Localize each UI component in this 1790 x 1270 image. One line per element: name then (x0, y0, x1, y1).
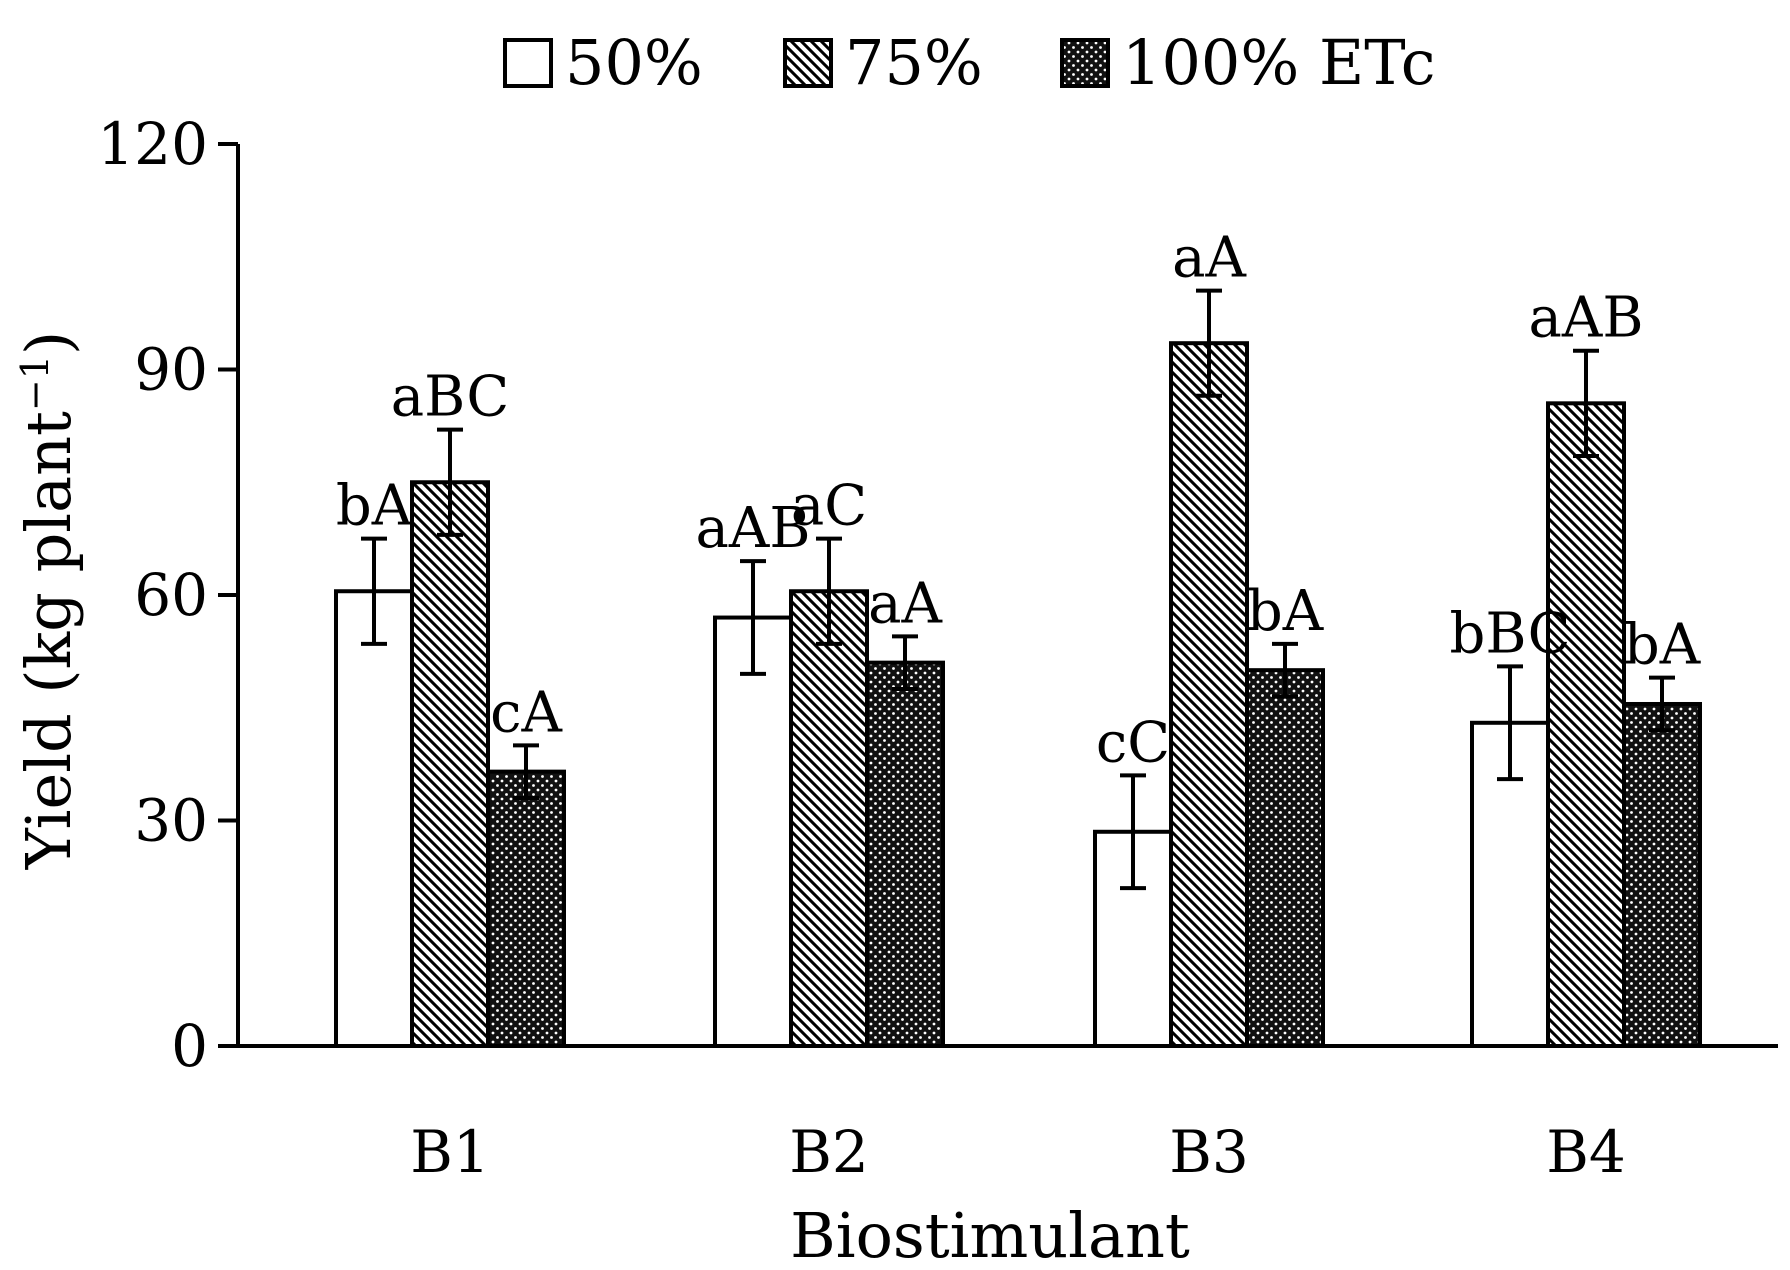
x-category-label: B1 (410, 1118, 490, 1186)
bar-B3-series-1 (1169, 341, 1249, 1049)
significance-letter: aAB (1529, 286, 1644, 351)
significance-letter: cC (1096, 710, 1170, 775)
error-bar (1649, 675, 1675, 733)
significance-letter: bA (336, 474, 413, 539)
legend: 50% 75% 100% ETc (503, 26, 1435, 99)
y-tick-label: 60 (134, 561, 208, 629)
x-axis: B1 B2 B3 B4 (218, 1044, 1778, 1186)
error-bar (892, 634, 918, 691)
bar-B2-series-2 (865, 660, 945, 1049)
error-bar (361, 536, 387, 646)
x-category-label: B2 (789, 1118, 869, 1186)
legend-item: 50% (503, 26, 703, 99)
legend-label: 50% (565, 26, 703, 99)
y-axis-title: Yield (kg plant−1) (12, 331, 85, 870)
legend-swatch (503, 38, 553, 88)
error-bars (361, 288, 1675, 891)
bar-B1-series-1 (410, 480, 490, 1048)
error-bar (816, 536, 842, 646)
significance-letter: aBC (391, 365, 509, 430)
error-bar (513, 743, 539, 800)
y-axis-title-main: Yield (kg plant (12, 411, 85, 870)
legend-label: 100% ETc (1122, 26, 1435, 99)
significance-letter: bA (1247, 579, 1324, 644)
y-axis: 0 30 60 90 120 (97, 110, 240, 1080)
x-category-label: B3 (1169, 1118, 1249, 1186)
significance-letter: cA (490, 680, 562, 745)
significance-letter: aA (868, 571, 942, 636)
error-bar (1497, 664, 1523, 782)
y-tick-label: 90 (134, 336, 208, 404)
legend-swatch (1060, 38, 1110, 88)
bar-B3-series-2 (1245, 668, 1325, 1049)
error-bar (1196, 288, 1222, 398)
bar-B1-series-2 (486, 769, 566, 1048)
error-bar (1573, 348, 1599, 458)
legend-label: 75% (845, 26, 983, 99)
y-axis-title-close: ) (12, 331, 85, 355)
y-tick-label: 0 (171, 1012, 208, 1080)
x-category-label: B4 (1546, 1118, 1626, 1186)
y-tick-label: 120 (97, 110, 208, 178)
significance-letter: aC (791, 474, 867, 539)
significance-letter: bBC (1450, 601, 1571, 666)
error-bar (1272, 641, 1298, 699)
bar-B1-series-0 (334, 589, 414, 1048)
error-bar (1120, 773, 1146, 891)
bar-B4-series-2 (1622, 701, 1702, 1048)
error-bar (740, 559, 766, 676)
bar-B2-series-1 (789, 589, 869, 1048)
bar-B4-series-1 (1546, 401, 1626, 1048)
y-axis-title-superscript: −1 (13, 355, 57, 411)
x-axis-title: Biostimulant (790, 1199, 1190, 1270)
error-bar (437, 427, 463, 537)
significance-letter: bA (1624, 613, 1701, 678)
significance-letter: aA (1172, 226, 1246, 291)
legend-item: 100% ETc (1060, 26, 1435, 99)
bar-B2-series-0 (713, 615, 793, 1048)
y-tick-label: 30 (134, 787, 208, 855)
significance-letter: aAB (696, 496, 811, 561)
legend-swatch (783, 38, 833, 88)
legend-item: 75% (783, 26, 983, 99)
